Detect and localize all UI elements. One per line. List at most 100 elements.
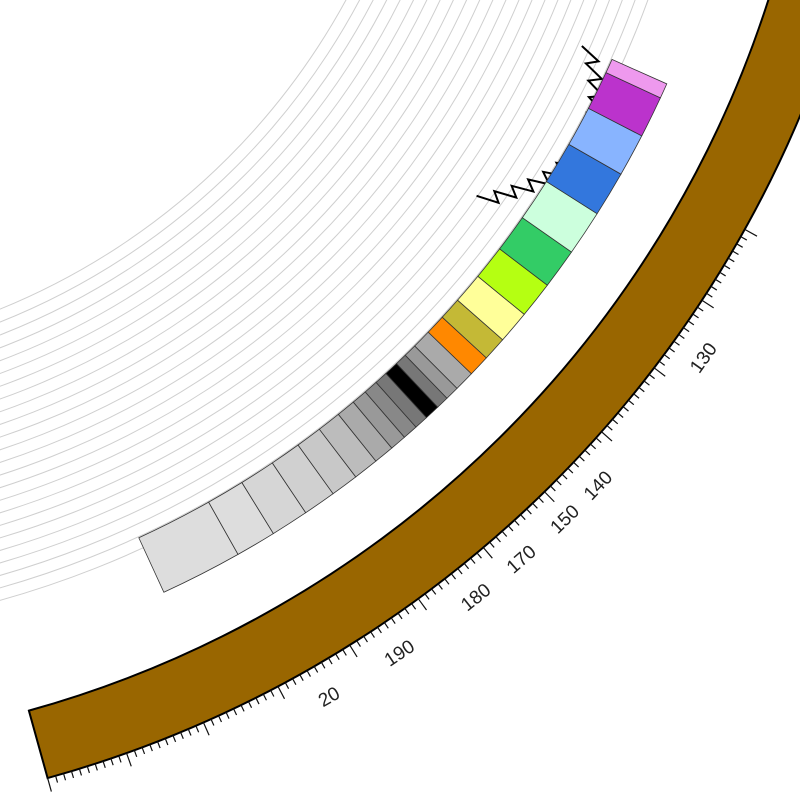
scale-tick <box>370 631 375 638</box>
scale-tick <box>520 514 526 521</box>
scale-tick <box>356 640 361 647</box>
scale-tick <box>470 557 476 564</box>
scale-tick <box>549 485 556 492</box>
segment <box>395 354 448 408</box>
segment <box>587 72 661 137</box>
scale-tick-label: 140 <box>580 467 617 504</box>
scale-tick <box>187 728 192 736</box>
scale-tick <box>683 327 690 333</box>
segment <box>568 107 643 175</box>
scale-tick <box>687 320 695 326</box>
segment <box>605 58 668 99</box>
scale-tick <box>444 578 450 585</box>
scale-tick <box>313 666 319 673</box>
scale-tick <box>648 373 655 380</box>
scale-tick <box>210 718 215 726</box>
scale-tick <box>450 573 457 580</box>
segment <box>477 248 548 315</box>
segment <box>385 362 439 419</box>
segment <box>427 316 487 375</box>
scale-tick <box>306 670 311 677</box>
scale-tick <box>218 715 223 723</box>
scale-tick <box>617 412 624 418</box>
segment <box>545 143 622 215</box>
segment <box>499 217 573 286</box>
scale-tick <box>149 744 153 752</box>
scale-tick <box>476 552 482 559</box>
scale-tick <box>578 455 585 462</box>
scale-tick <box>663 354 671 360</box>
segment <box>241 462 307 535</box>
segment <box>337 401 393 462</box>
grid-ring <box>0 0 494 451</box>
scale-tick <box>612 418 619 425</box>
scale-tick <box>606 425 613 431</box>
scale-tick <box>555 479 562 486</box>
scale-tick <box>668 347 675 353</box>
grid-ring <box>0 0 507 463</box>
scale-tick <box>202 722 210 736</box>
segment <box>364 381 417 438</box>
scale-tick <box>411 603 417 610</box>
grid-ring <box>0 0 467 425</box>
scale-tick <box>501 530 508 537</box>
scale-tick <box>180 732 184 739</box>
scale-tick <box>532 502 538 509</box>
scale-tick <box>701 299 714 309</box>
scale-tick <box>172 735 177 743</box>
scale-tick <box>377 626 382 634</box>
scale-tick <box>335 653 340 661</box>
scale-tick <box>561 473 568 480</box>
scale-tick <box>277 686 286 700</box>
scale-tick-label: 150 <box>547 501 584 538</box>
scale-tick-label: 130 <box>686 339 722 377</box>
scale-tick <box>240 704 245 712</box>
scale-tick <box>544 491 555 503</box>
segment <box>138 501 239 593</box>
scale-tick <box>457 568 463 575</box>
outer-band-arc <box>27 0 800 780</box>
grid-ring <box>0 0 374 336</box>
scale-tick <box>431 588 437 595</box>
scale-tick <box>404 608 410 615</box>
scale-tick <box>349 644 358 658</box>
scale-tick <box>270 689 275 697</box>
scale-tick <box>723 264 731 270</box>
scale-tick <box>538 497 544 503</box>
scale-tick <box>727 257 735 263</box>
scale-tick <box>417 598 427 611</box>
scale-tick <box>590 443 597 450</box>
scale-tick <box>390 617 396 624</box>
scale-tick <box>706 292 713 298</box>
scale-tick <box>164 738 169 746</box>
scale-tick <box>526 508 532 515</box>
segment <box>352 391 406 449</box>
scale-tick <box>601 431 613 442</box>
scale-tick <box>363 635 368 643</box>
scale-tick <box>102 760 106 769</box>
segment <box>414 331 472 389</box>
scale-tick <box>673 340 680 346</box>
scale-tick <box>740 236 748 241</box>
scale-tick <box>342 649 347 656</box>
scale-tick <box>573 461 580 468</box>
scale-tick <box>437 583 443 590</box>
scale-tick <box>110 758 114 766</box>
scale-tick <box>719 271 726 277</box>
scale-tick <box>744 228 758 237</box>
scale-tick-label: 190 <box>381 636 419 671</box>
scale-tick <box>584 449 591 456</box>
scale-tick <box>678 333 685 339</box>
segment <box>375 372 428 428</box>
scale-tick <box>383 622 389 629</box>
segment <box>271 444 334 514</box>
scale-tick <box>482 547 493 559</box>
scale-tick <box>732 250 739 256</box>
segment <box>441 299 504 359</box>
scale-tick <box>233 708 238 716</box>
scale-tick <box>284 682 290 689</box>
scale-tick <box>86 766 90 774</box>
segment <box>404 345 458 399</box>
scale-tick <box>653 367 666 377</box>
